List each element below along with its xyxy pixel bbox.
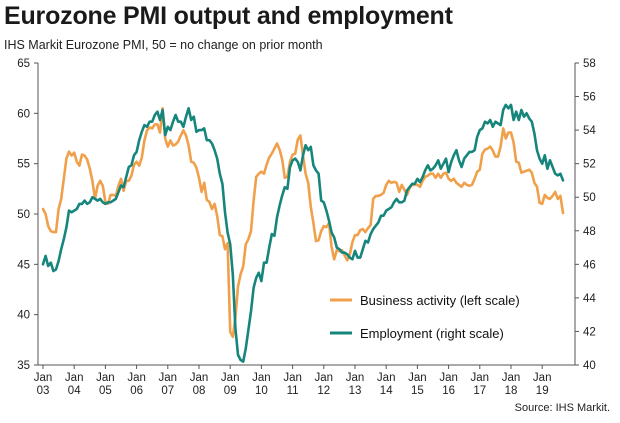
x-tick-label-year: 05 bbox=[99, 385, 112, 397]
employment-line bbox=[41, 103, 565, 363]
y-left-tick-label: 65 bbox=[17, 58, 30, 70]
x-tick-label-year: 17 bbox=[473, 385, 486, 397]
x-tick-label-month: Jan bbox=[221, 372, 240, 384]
x-tick-label-year: 07 bbox=[161, 385, 174, 397]
y-left-tick-label: 55 bbox=[17, 159, 30, 171]
legend-label-business-activity: Business activity (left scale) bbox=[360, 293, 520, 308]
x-tick-label-month: Jan bbox=[34, 372, 53, 384]
y-right-tick-label: 40 bbox=[583, 360, 596, 372]
legend: Business activity (left scale) Employmen… bbox=[330, 293, 520, 341]
y-left-tick-label: 60 bbox=[17, 108, 30, 120]
x-tick-label-year: 03 bbox=[37, 385, 50, 397]
axes: 3540455055606540424446485052545658Jan03J… bbox=[17, 58, 596, 397]
x-tick-label-year: 12 bbox=[317, 385, 330, 397]
x-tick-label-year: 15 bbox=[411, 385, 424, 397]
y-left-tick-label: 35 bbox=[17, 360, 30, 372]
x-tick-label-month: Jan bbox=[377, 372, 396, 384]
x-tick-label-year: 04 bbox=[68, 385, 81, 397]
y-right-tick-label: 58 bbox=[583, 58, 596, 70]
x-tick-label-month: Jan bbox=[283, 372, 302, 384]
x-tick-label-year: 06 bbox=[130, 385, 143, 397]
x-tick-label-year: 09 bbox=[224, 385, 237, 397]
y-right-tick-label: 42 bbox=[583, 326, 596, 338]
x-tick-label-month: Jan bbox=[159, 372, 178, 384]
chart-title: Eurozone PMI output and employment bbox=[4, 2, 453, 30]
x-tick-label-year: 18 bbox=[505, 385, 518, 397]
x-tick-label-month: Jan bbox=[502, 372, 521, 384]
y-left-tick-label: 40 bbox=[17, 310, 30, 322]
x-tick-label-year: 16 bbox=[442, 385, 455, 397]
x-tick-label-month: Jan bbox=[252, 372, 271, 384]
x-tick-label-month: Jan bbox=[315, 372, 334, 384]
y-left-tick-label: 50 bbox=[17, 209, 30, 221]
x-tick-label-month: Jan bbox=[346, 372, 365, 384]
x-tick-label-month: Jan bbox=[439, 372, 458, 384]
source-note: Source: IHS Markit. bbox=[514, 402, 610, 414]
x-tick-label-year: 11 bbox=[287, 385, 299, 397]
y-right-tick-label: 46 bbox=[583, 259, 596, 271]
y-right-tick-label: 52 bbox=[583, 159, 596, 171]
x-tick-label-month: Jan bbox=[127, 372, 146, 384]
x-tick-label-month: Jan bbox=[96, 372, 115, 384]
x-tick-label-year: 13 bbox=[349, 385, 362, 397]
x-tick-label-year: 08 bbox=[193, 385, 206, 397]
y-right-tick-label: 48 bbox=[583, 226, 596, 238]
x-tick-label-month: Jan bbox=[533, 372, 552, 384]
y-right-tick-label: 56 bbox=[583, 92, 596, 104]
x-tick-label-month: Jan bbox=[65, 372, 84, 384]
y-right-tick-label: 50 bbox=[583, 192, 596, 204]
x-tick-label-year: 19 bbox=[536, 385, 549, 397]
legend-label-employment: Employment (right scale) bbox=[360, 326, 504, 341]
series-layer bbox=[41, 103, 565, 363]
x-tick-label-year: 10 bbox=[255, 385, 268, 397]
y-left-tick-label: 45 bbox=[17, 259, 30, 271]
y-right-tick-label: 54 bbox=[583, 125, 596, 137]
x-tick-label-month: Jan bbox=[408, 372, 427, 384]
x-tick-label-month: Jan bbox=[471, 372, 490, 384]
y-right-tick-label: 44 bbox=[583, 293, 596, 305]
chart-subtitle: IHS Markit Eurozone PMI, 50 = no change … bbox=[4, 38, 323, 52]
x-tick-label-year: 14 bbox=[380, 385, 393, 397]
x-tick-label-month: Jan bbox=[190, 372, 209, 384]
